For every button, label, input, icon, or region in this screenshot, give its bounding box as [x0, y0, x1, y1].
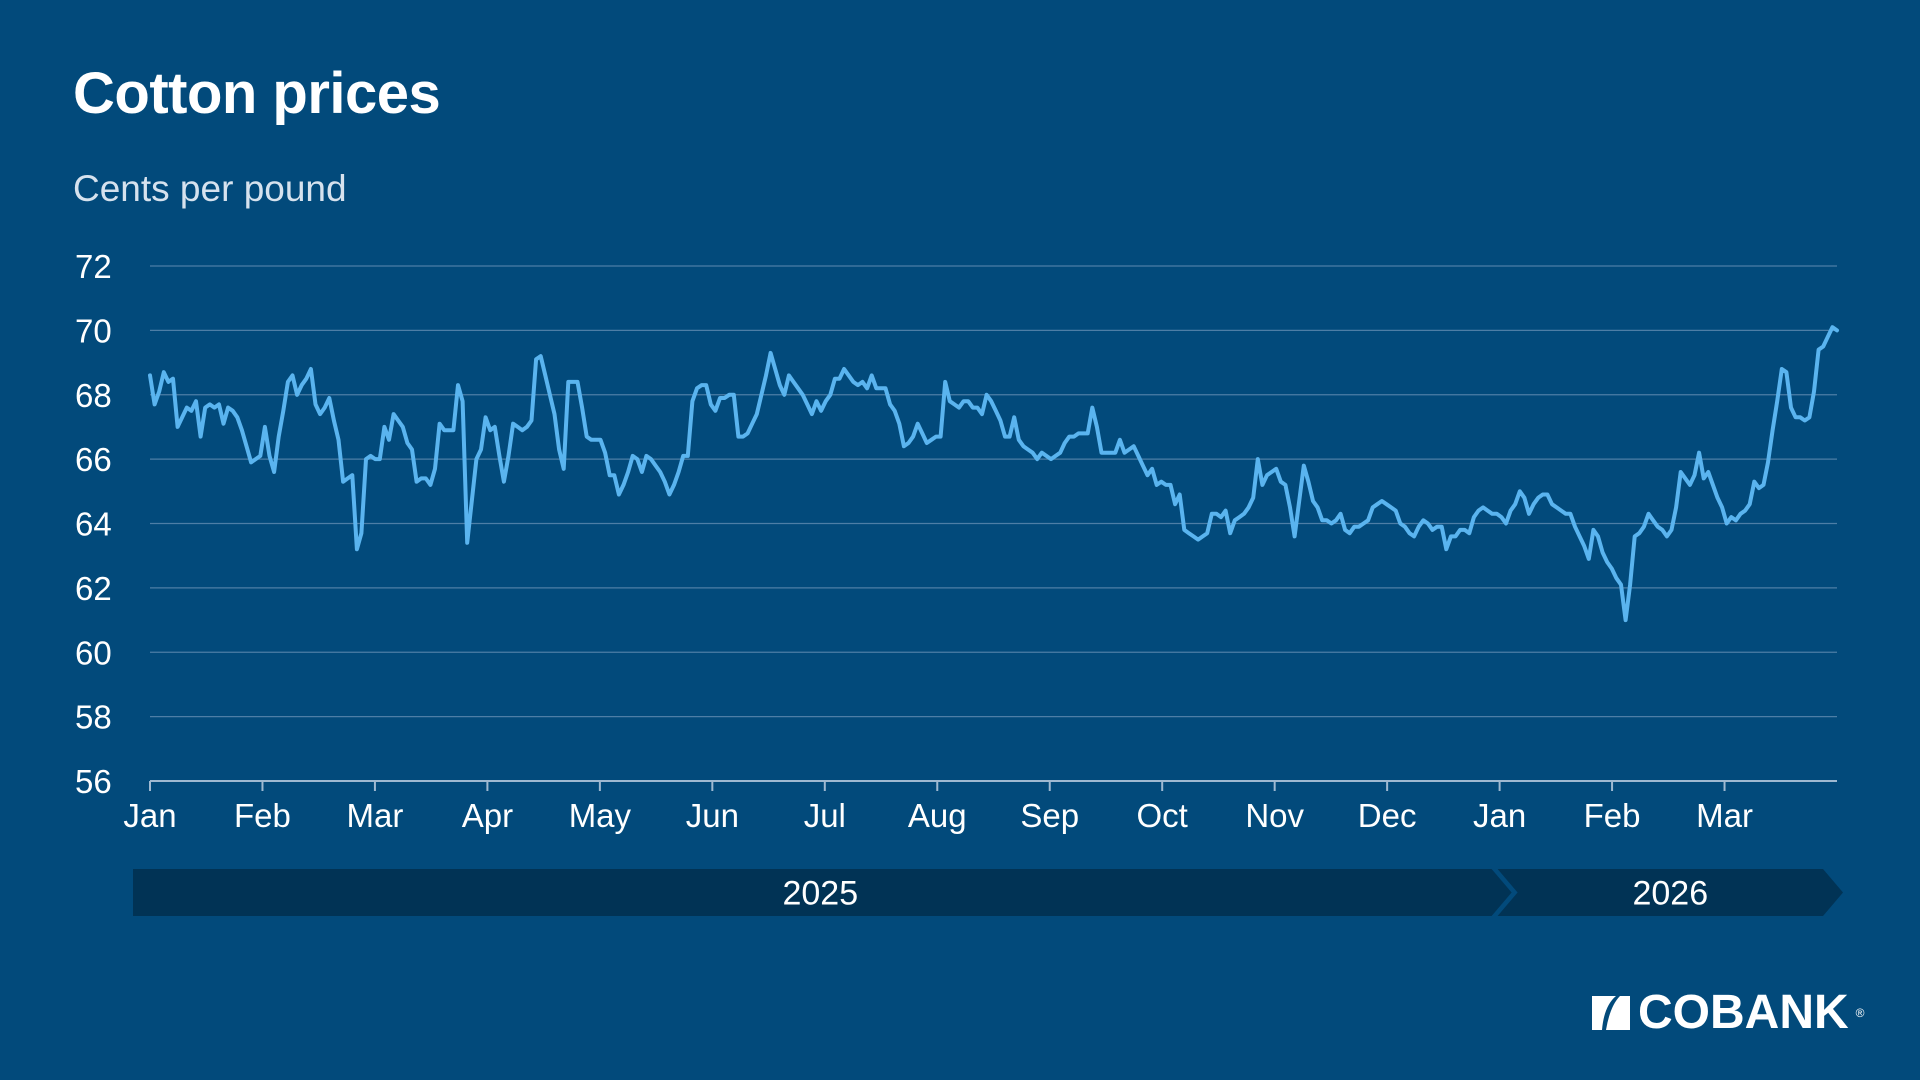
y-tick-label: 60 [75, 634, 112, 671]
x-tick-label: Mar [1696, 797, 1753, 834]
y-tick-label: 62 [75, 570, 112, 607]
x-tick-label: Oct [1137, 797, 1188, 834]
y-tick-label: 56 [75, 763, 112, 800]
cobank-logo-text: COBANK [1638, 986, 1849, 1039]
year-label: 2026 [1632, 875, 1708, 913]
x-tick-label: Jun [686, 797, 739, 834]
cobank-logo-icon [1592, 995, 1630, 1030]
x-tick-label: Aug [908, 797, 967, 834]
x-tick-label: Mar [347, 797, 404, 834]
x-tick-label: Nov [1245, 797, 1304, 834]
y-tick-label: 64 [75, 506, 112, 543]
series-layer [148, 325, 1839, 623]
year-band-segment [133, 869, 1512, 916]
y-tick-label: 72 [75, 248, 112, 285]
year-label: 2025 [782, 875, 858, 913]
x-tick-label: Jul [804, 797, 846, 834]
chart-title: Cotton prices [73, 61, 441, 126]
y-tick-label: 70 [75, 312, 112, 349]
y-tick-label: 58 [75, 699, 112, 736]
cobank-logo: COBANK ® [1590, 985, 1865, 1040]
x-tick-label: Jan [123, 797, 176, 834]
x-tick-label: Jan [1473, 797, 1526, 834]
x-tick-label: Sep [1020, 797, 1079, 834]
price-line [148, 325, 1839, 623]
chart-subtitle: Cents per pound [73, 168, 347, 209]
gridlines [150, 265, 1837, 718]
x-tick-label: May [569, 797, 632, 834]
x-axis: Jan Feb Mar Apr May Jun Jul Aug Sep Oct Nov Dec Jan F… [123, 780, 1837, 834]
registered-mark: ® [1855, 1005, 1865, 1020]
x-tick-label: Feb [1584, 797, 1641, 834]
y-axis-tick-labels: 56 58 60 62 64 66 68 70 72 [75, 248, 112, 800]
y-tick-label: 68 [75, 377, 112, 414]
year-band: 2025 2026 [133, 869, 1843, 916]
x-tick-label: Apr [462, 797, 513, 834]
x-tick-label: Feb [234, 797, 291, 834]
x-tick-label: Dec [1358, 797, 1417, 834]
year-band-segment [1497, 869, 1843, 916]
y-tick-label: 66 [75, 441, 112, 478]
